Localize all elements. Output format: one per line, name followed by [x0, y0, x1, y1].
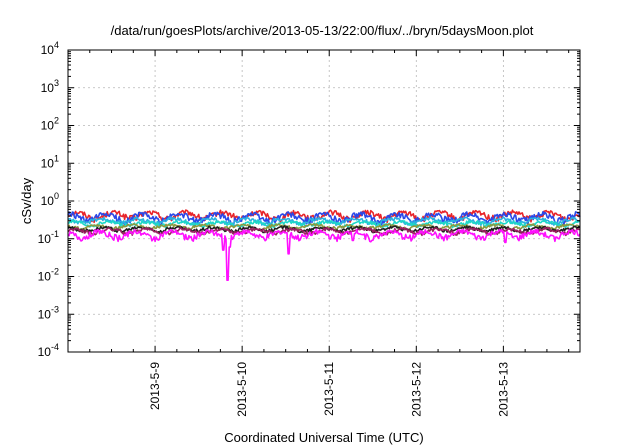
y-tick-label: 10-1	[38, 229, 59, 246]
y-tick-label: 103	[41, 78, 59, 95]
x-tick-label: 2013-5-11	[322, 362, 336, 416]
series-group	[67, 209, 581, 282]
y-tick-label: 10-4	[38, 342, 59, 359]
chart-title: /data/run/goesPlots/archive/2013-05-13/2…	[111, 23, 534, 38]
series-line	[67, 228, 581, 282]
x-tick-label: 2013-5-9	[148, 362, 162, 410]
y-tick-label: 104	[41, 40, 59, 57]
y-tick-label: 101	[41, 153, 59, 170]
x-axis-label: Coordinated Universal Time (UTC)	[224, 430, 423, 445]
x-tick-label: 2013-5-13	[496, 362, 510, 417]
series-line	[67, 211, 581, 227]
y-tick-label: 10-2	[38, 267, 59, 284]
series-line	[67, 216, 581, 227]
y-tick-labels: 10-4 10-3 10-2 10-1 100 101 102 103 104	[38, 40, 59, 359]
y-tick-label: 100	[41, 191, 59, 208]
x-tick-labels: 2013-5-9 2013-5-10 2013-5-11 2013-5-12 2013-…	[148, 362, 510, 417]
y-tick-label: 10-3	[38, 304, 59, 321]
y-axis-label: cSv/day	[19, 177, 34, 224]
x-tick-label: 2013-5-12	[409, 362, 423, 417]
series-line	[67, 223, 581, 231]
y-tick-label: 102	[41, 116, 59, 133]
x-tick-label: 2013-5-10	[235, 362, 249, 417]
grid	[68, 50, 580, 352]
tick-marks	[68, 49, 580, 353]
